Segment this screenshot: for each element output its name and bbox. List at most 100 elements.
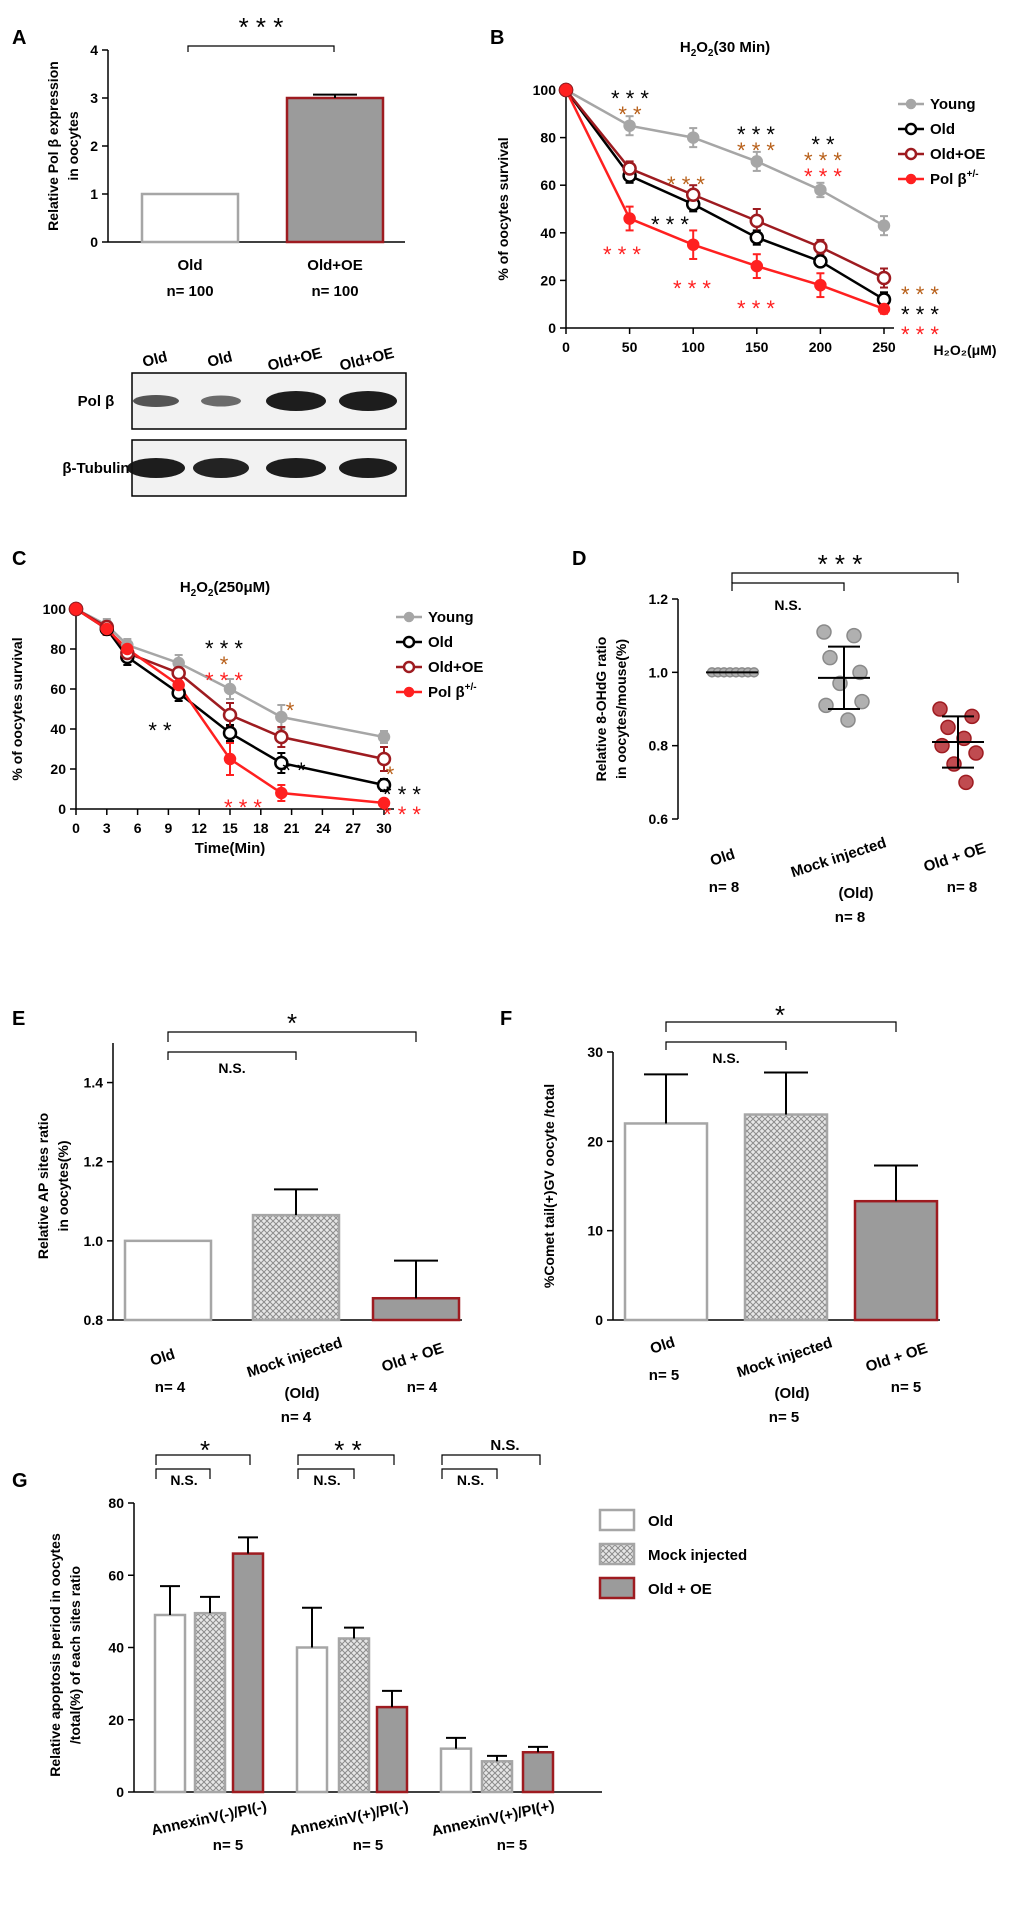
series-line-oldoe	[565, 89, 885, 280]
data-point	[223, 682, 237, 696]
bar-old	[140, 192, 240, 244]
data-point	[750, 155, 764, 168]
panel-b-y-tick-label: 40	[540, 225, 556, 241]
panel-c-y-tick-label: 40	[50, 721, 66, 737]
significance-stars: * * *	[239, 12, 284, 42]
significance-stars: * * *	[651, 212, 689, 237]
data-point	[100, 622, 114, 636]
x-axis-label: H₂O₂(μM)	[934, 342, 997, 358]
n-label: n= 5	[353, 1837, 383, 1854]
significance-stars: * * *	[667, 172, 705, 197]
data-point	[840, 712, 856, 728]
panel-d-y-tick-label: 0.6	[649, 811, 669, 827]
panel-c-chart: 0 20 40 60 80 100 0 3 6 9 12 15 18 21 24 27 30 Young Old Ol…	[9, 579, 483, 857]
panel-label-c: C	[12, 548, 26, 570]
significance-stars: * * *	[603, 242, 641, 267]
x-category-label: Old	[648, 1334, 677, 1358]
data-point	[121, 642, 134, 656]
blot-lane-label: Old	[206, 348, 234, 371]
bar-0	[123, 1239, 213, 1322]
panel-c-x-tick-label: 15	[222, 820, 238, 836]
data-point	[686, 131, 700, 144]
title-part: O	[196, 579, 208, 596]
significance-stars: * *	[334, 1435, 361, 1465]
x-axis-label: Time(Min)	[195, 840, 266, 857]
bar-old	[439, 1747, 473, 1794]
panel-c-y-tick-label: 20	[50, 761, 66, 777]
significance-bracket	[187, 45, 335, 52]
bar-oldoe	[375, 1705, 409, 1794]
data-point	[877, 302, 891, 316]
panel-a-y-tick-label: 2	[90, 138, 98, 154]
bar-old	[295, 1646, 329, 1794]
significance-stars: * * *	[901, 302, 939, 327]
bar-mockinjected	[337, 1637, 371, 1794]
data-point	[275, 786, 288, 800]
legend-swatch	[598, 1542, 636, 1566]
data-point	[956, 730, 972, 747]
panel-a-y-tick-label: 0	[90, 234, 98, 250]
significance-stars: *	[286, 698, 295, 723]
significance-stars: * *	[618, 102, 642, 127]
bar-2	[853, 1199, 939, 1322]
data-point	[750, 259, 764, 273]
y-axis-label-line: in oocytes(%)	[55, 1140, 71, 1231]
n-label: n= 5	[649, 1367, 679, 1384]
x-category-label-extra: (Old)	[285, 1385, 320, 1402]
data-point	[934, 737, 950, 754]
significance-stars: * * *	[224, 795, 262, 820]
y-axis-label-line: Relative Pol β expression	[45, 61, 61, 231]
data-point	[69, 602, 83, 616]
legend-label: Young	[428, 609, 474, 626]
panel-c-x-tick-label: 18	[253, 820, 269, 836]
n-label: n= 5	[769, 1409, 799, 1426]
data-point	[813, 239, 828, 255]
x-category-label: Mock injected	[789, 834, 889, 881]
panel-a-y-tick-label: 1	[90, 186, 98, 202]
y-axis-label-line: Relative AP sites ratio	[35, 1113, 51, 1259]
x-category-label: Old	[708, 846, 737, 870]
panel-label-d: D	[572, 548, 586, 570]
panel-b-x-tick-label: 0	[562, 339, 570, 355]
legend-label: Pol β+/-	[428, 682, 477, 701]
panel-label-a: A	[12, 27, 26, 49]
significance-stars: *	[287, 1008, 297, 1038]
panel-label-b: B	[490, 27, 504, 49]
panel-c-y-tick-label: 80	[50, 641, 66, 657]
panel-b-y-tick-label: 20	[540, 272, 556, 288]
significance-ns: N.S.	[712, 1050, 739, 1066]
significance-stars: * * *	[205, 636, 243, 661]
data-point	[223, 752, 237, 766]
panel-label-f: F	[500, 1008, 512, 1030]
data-point	[932, 701, 948, 717]
x-category-label: AnnexinV(-)/PI(-)	[150, 1798, 268, 1839]
data-point	[376, 751, 392, 767]
data-point	[623, 119, 636, 132]
data-point	[814, 183, 827, 197]
title-part: (30 Min)	[713, 39, 770, 56]
data-point	[623, 212, 636, 225]
significance-stars: *	[220, 652, 229, 677]
significance-stars: *	[775, 1000, 785, 1030]
significance-bracket-inner	[297, 1468, 355, 1479]
blot-band	[127, 458, 185, 478]
panel-c-y-tick-label: 0	[58, 801, 66, 817]
legend-swatch	[598, 1576, 636, 1600]
title-part: 2	[691, 48, 697, 59]
panel-f-y-tick-label: 20	[587, 1133, 603, 1149]
series-line-old	[564, 89, 885, 301]
data-point	[813, 254, 828, 269]
significance-bracket-outer	[297, 1454, 395, 1465]
panel-label-g: G	[12, 1470, 28, 1492]
y-axis-label: Relative apoptosis period in oocytes/tot…	[47, 1533, 83, 1777]
blot-lane-label: Old+OE	[338, 345, 396, 375]
n-label: n= 4	[281, 1409, 312, 1426]
significance-stars: * * *	[383, 802, 421, 827]
significance-bracket-ns	[665, 1041, 787, 1050]
data-point	[749, 213, 765, 229]
panel-e-y-tick-label: 1.4	[84, 1075, 104, 1091]
x-category-label: Old+OE	[307, 257, 362, 274]
blot-lane-label: Old	[141, 348, 169, 371]
y-axis-label-line: in oocytes/mouse(%)	[613, 639, 629, 779]
data-point	[876, 270, 892, 286]
